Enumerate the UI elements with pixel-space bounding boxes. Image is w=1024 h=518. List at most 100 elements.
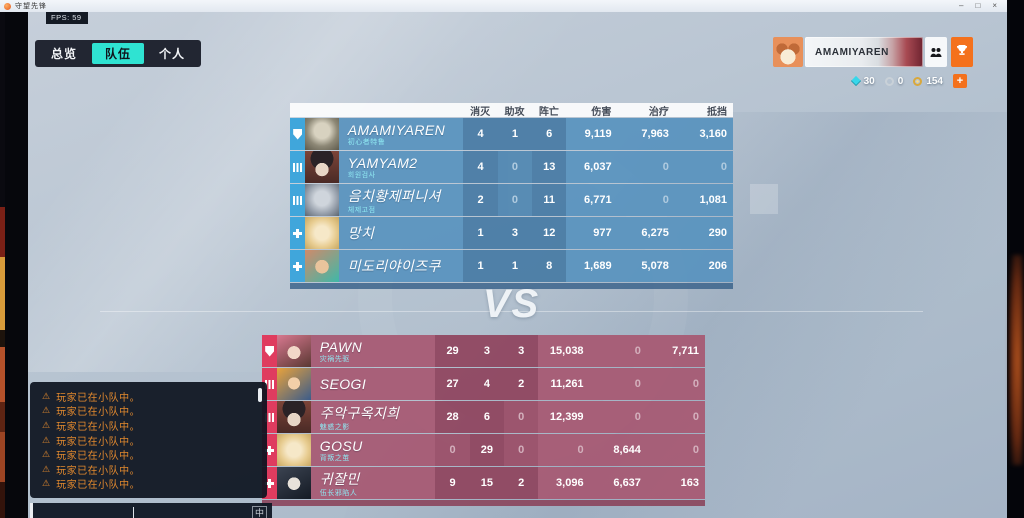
maximize-button[interactable]: □ — [975, 1, 981, 10]
damage-role-icon — [293, 195, 303, 205]
stat-value: 29 — [469, 434, 505, 466]
warning-icon: ⚠ — [42, 419, 51, 430]
player-plate: AMAMIYAREN — [773, 37, 973, 67]
player-row[interactable]: 주악구옥지희 魅惑之影 28 6 0 12,399 0 0 — [262, 401, 705, 433]
nameplate[interactable]: AMAMIYAREN — [805, 37, 923, 67]
mercy-portrait — [277, 434, 311, 466]
stat-value: 0 — [692, 444, 699, 456]
stat-value: 163 — [680, 477, 699, 489]
player-row[interactable]: 귀잘민 伍长邪陷人 9 15 2 3,096 6,637 163 — [262, 467, 705, 499]
currency-value: 30 — [863, 75, 875, 87]
player-cell: 망치 — [339, 217, 464, 249]
role-cell — [290, 217, 306, 249]
silver-coin-icon — [884, 76, 894, 86]
stat-value: 11,261 — [550, 378, 584, 390]
fps-counter: FPS: 59 — [46, 12, 88, 24]
reinhardt-portrait — [305, 184, 339, 216]
desktop-left-strip — [0, 12, 5, 518]
player-name: 귀잘민 — [319, 470, 360, 487]
warning-icon: ⚠ — [42, 449, 51, 460]
support-role-icon — [293, 261, 303, 271]
stat-value: 3 — [504, 335, 539, 367]
stat-value: 7,711 — [672, 345, 699, 357]
stat-value: 0 — [497, 184, 533, 216]
player-row[interactable]: AMAMIYAREN 初心者特鲁 4 1 6 9,119 7,963 3,160 — [290, 118, 733, 150]
player-cell: SEOGI — [311, 368, 436, 400]
stat-value: 6 — [532, 118, 567, 150]
gem-icon — [850, 75, 861, 87]
player-cell: 미도리야이즈쿠 — [339, 250, 464, 282]
tab-个人[interactable]: 个人 — [158, 47, 185, 61]
player-row[interactable]: 망치 1 3 12 977 6,275 290 — [290, 217, 733, 249]
currency: 0 — [884, 76, 903, 87]
stat-value: 4 — [463, 118, 498, 150]
player-row[interactable]: 음치황제퍼니셔 체제고점 2 0 11 6,771 0 1,081 — [290, 184, 733, 216]
player-name: AMAMIYAREN — [347, 121, 446, 138]
challenges-button[interactable] — [951, 37, 973, 67]
chat-message-text: 玩家已在小队中。 — [56, 421, 141, 433]
stat-value: 0 — [577, 444, 584, 456]
stat-value: 0 — [634, 345, 641, 357]
vs-divider: VS — [100, 282, 923, 342]
player-name: AMAMIYAREN — [815, 46, 889, 58]
currency-value: 154 — [926, 75, 943, 87]
player-cell: YAMYAM2 회원검사 — [339, 151, 464, 183]
stat-value: 0 — [720, 161, 727, 173]
column-header-6: 抵挡 — [707, 106, 728, 118]
stat-value: 15,038 — [549, 345, 584, 357]
stat-value: 0 — [634, 411, 641, 423]
stat-value: 0 — [504, 401, 539, 433]
tank-role-icon — [265, 345, 275, 357]
player-row[interactable]: 미도리야이즈쿠 1 1 8 1,689 5,078 206 — [290, 250, 733, 282]
warning-icon: ⚠ — [42, 434, 51, 445]
window-title: 守望先锋 — [15, 3, 47, 10]
player-row[interactable]: YAMYAM2 회원검사 4 0 13 6,037 0 0 — [290, 151, 733, 183]
damage-role-icon — [265, 412, 275, 422]
corgi-avatar[interactable] — [773, 37, 803, 67]
add-currency-button[interactable]: + — [953, 74, 967, 88]
stat-value: 9 — [435, 467, 470, 499]
stat-value: 13 — [532, 151, 567, 183]
stat-value: 1 — [497, 118, 533, 150]
stat-value: 1,081 — [699, 194, 727, 206]
chat-message: ⚠ 玩家已在小队中。 — [42, 418, 257, 433]
chat-scrollbar-thumb[interactable] — [258, 388, 262, 402]
close-button[interactable]: × — [992, 1, 997, 10]
ime-indicator[interactable]: 中 — [252, 506, 267, 518]
player-name: 음치황제퍼니셔 — [347, 187, 441, 204]
stat-value: 0 — [662, 161, 669, 173]
gold-coin-icon — [913, 76, 923, 86]
currency: 30 — [850, 75, 875, 87]
role-cell — [290, 118, 306, 150]
player-title: 初心者特鲁 — [347, 138, 386, 146]
player-title: 체제고점 — [347, 206, 376, 214]
stat-value: 4 — [463, 151, 498, 183]
stat-value: 290 — [708, 227, 727, 239]
player-row[interactable]: SEOGI 27 4 2 11,261 0 0 — [262, 368, 705, 400]
tab-队伍[interactable]: 队伍 — [92, 43, 144, 64]
chat-log[interactable]: ⚠ 玩家已在小队中。 ⚠ 玩家已在小队中。 ⚠ 玩家已在小队中。 ⚠ 玩家已在小队中。 ⚠ 玩家已… — [30, 382, 267, 498]
minimize-button[interactable]: – — [959, 1, 964, 10]
stats-header-row: 消灭 助攻 阵亡 伤害 治疗 抵挡 — [290, 103, 733, 118]
vs-label: VS — [482, 282, 541, 326]
social-button[interactable] — [925, 37, 947, 67]
damage-role-icon — [265, 379, 275, 389]
stat-value: 11 — [532, 184, 567, 216]
ashe-portrait — [277, 401, 311, 433]
chat-message-text: 玩家已在小队中。 — [56, 451, 141, 463]
vs-line — [100, 311, 923, 312]
player-name: 미도리야이즈쿠 — [347, 258, 441, 274]
team-red-table: PAWN 灾祸先驱 29 3 3 15,038 0 7,711 SEOGI 27 4 2 11,261 0… — [262, 335, 705, 499]
kiriko-portrait — [277, 467, 311, 499]
tab-总览[interactable]: 总览 — [50, 47, 77, 61]
chat-message: ⚠ 玩家已在小队中。 — [42, 447, 257, 463]
chat-input[interactable]: 中 — [30, 503, 272, 518]
stat-value: 6 — [469, 401, 505, 433]
player-row[interactable]: PAWN 灾祸先驱 29 3 3 15,038 0 7,711 — [262, 335, 705, 367]
stat-value: 12 — [532, 217, 567, 249]
stat-value: 0 — [497, 151, 533, 183]
stat-value: 7,963 — [641, 128, 669, 140]
column-header-3: 阵亡 — [538, 106, 559, 118]
wrecking-ball-portrait — [305, 118, 339, 150]
player-row[interactable]: GOSU 背叛之茧 0 29 0 0 8,644 0 — [262, 434, 705, 466]
